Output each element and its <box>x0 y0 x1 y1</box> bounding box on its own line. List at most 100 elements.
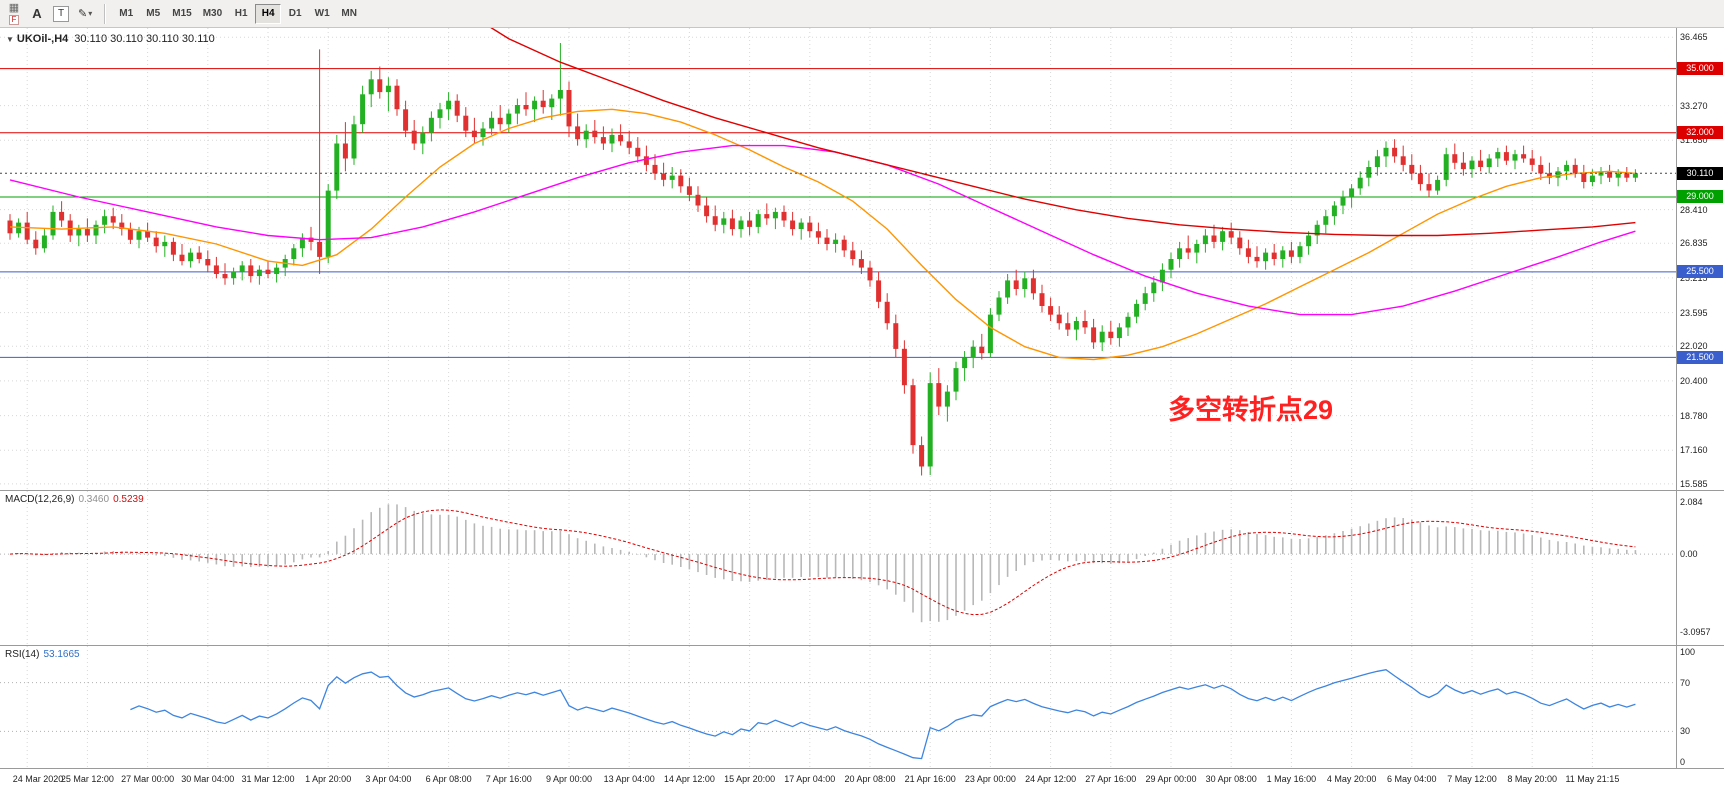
timeframe-button-m15[interactable]: M15 <box>167 4 196 24</box>
time-axis-label: 6 May 04:00 <box>1387 774 1437 784</box>
time-axis-label: 15 Apr 20:00 <box>724 774 776 784</box>
time-axis-label: 24 Mar 2020 <box>12 774 64 784</box>
symbol-period-label: UKOil-,H4 <box>16 33 69 45</box>
macd-value: 0.3460 <box>78 494 110 505</box>
timeframe-button-d1[interactable]: D1 <box>282 4 308 24</box>
time-axis-label: 1 May 16:00 <box>1266 774 1317 784</box>
time-axis-label: 27 Mar 00:00 <box>121 774 175 784</box>
time-axis-label: 13 Apr 04:00 <box>603 774 655 784</box>
time-axis-label: 31 Mar 12:00 <box>241 774 295 784</box>
ma-slow-red <box>490 28 1636 237</box>
macd-header: MACD(12,26,9) 0.3460 0.5239 <box>5 494 144 505</box>
price-axis-label: 18.780 <box>1680 410 1708 421</box>
rsi-pane[interactable] <box>0 646 1676 768</box>
rsi-title: RSI(14) <box>5 649 40 660</box>
time-axis-separator <box>0 768 1724 769</box>
current-price-badge: 30.110 <box>1677 166 1723 180</box>
ohlc-values: 30.110 30.110 30.110 30.110 <box>74 33 215 45</box>
toolbar-separator <box>104 3 106 24</box>
collapse-arrow-icon[interactable]: ▼ <box>6 35 14 44</box>
macd-signal-value: 0.5239 <box>113 494 144 505</box>
rsi-value: 53.1665 <box>43 649 80 660</box>
rsi-header: RSI(14) 53.1665 <box>5 649 80 660</box>
timeframe-group: M1 M5 M15 M30 H1 H4 D1 W1 MN <box>113 3 362 24</box>
time-axis-label: 1 Apr 20:00 <box>305 774 352 784</box>
time-axis-label: 30 Apr 08:00 <box>1205 774 1257 784</box>
rsi-line <box>130 669 1636 760</box>
price-axis-label: 23.595 <box>1680 307 1708 318</box>
pane-separator-macd[interactable] <box>0 490 1724 491</box>
time-axis-label: 7 May 12:00 <box>1447 774 1497 784</box>
rsi-scale-label: 30 <box>1680 726 1691 737</box>
vgrid-layer <box>26 28 1593 490</box>
time-axis-label: 4 May 20:00 <box>1326 774 1377 784</box>
macd-signal-line <box>9 509 1636 616</box>
time-axis-label: 24 Apr 12:00 <box>1025 774 1077 784</box>
chart-ohlc-readout: ▼ UKOil-,H4 30.110 30.110 30.110 30.110 <box>6 33 215 45</box>
ma-mid-magenta <box>9 144 1636 316</box>
draw-tool-button[interactable]: ✎ ▾ <box>74 3 96 25</box>
time-axis-label: 17 Apr 04:00 <box>784 774 836 784</box>
time-axis-label: 21 Apr 16:00 <box>904 774 956 784</box>
timeframe-button-h4[interactable]: H4 <box>255 3 282 24</box>
price-badge-29.000[interactable]: 29.000 <box>1677 190 1723 204</box>
rsi-scale-label: 100 <box>1680 647 1696 657</box>
price-pane[interactable] <box>0 28 1676 490</box>
time-axis-label: 29 Apr 00:00 <box>1145 774 1197 784</box>
time-axis-label: 7 Apr 16:00 <box>485 774 532 784</box>
time-axis-label: 9 Apr 00:00 <box>545 774 593 784</box>
toolbar: ▦ F A T ✎ ▾ M1 M5 M15 M30 H1 H4 D1 W1 MN <box>0 0 1724 28</box>
macd-pane[interactable] <box>0 491 1676 645</box>
price-axis-label: 31.650 <box>1680 135 1708 146</box>
price-badge-21.500[interactable]: 21.500 <box>1677 350 1723 364</box>
timeframe-button-mn[interactable]: MN <box>336 4 362 24</box>
time-axis-label: 8 May 20:00 <box>1507 774 1557 784</box>
hlines-layer <box>0 68 1676 358</box>
price-axis-label: 36.465 <box>1680 32 1708 43</box>
timeframe-button-h1[interactable]: H1 <box>228 4 254 24</box>
macd-scale-label: -3.0957 <box>1680 627 1711 638</box>
price-axis-label: 15.585 <box>1680 478 1708 489</box>
price-axis-label: 20.400 <box>1680 375 1708 386</box>
time-axis-label: 25 Mar 12:00 <box>60 774 114 784</box>
timeframe-button-m5[interactable]: M5 <box>140 4 166 24</box>
time-axis-label: 11 May 21:15 <box>1565 774 1620 784</box>
time-axis-label: 23 Apr 00:00 <box>964 774 1016 784</box>
timeframe-button-m1[interactable]: M1 <box>113 4 139 24</box>
time-axis-label: 27 Apr 16:00 <box>1085 774 1137 784</box>
price-axis-label: 17.160 <box>1680 445 1708 456</box>
time-axis-label: 3 Apr 04:00 <box>365 774 412 784</box>
rsi-scale-label: 70 <box>1680 677 1691 688</box>
time-axis-label: 20 Apr 08:00 <box>844 774 896 784</box>
price-axis-label: 22.020 <box>1680 341 1708 352</box>
chevron-down-icon: ▾ <box>88 9 93 18</box>
candles-layer <box>7 43 1638 476</box>
price-axis-label: 28.410 <box>1680 204 1708 215</box>
price-badge-32.000[interactable]: 32.000 <box>1677 126 1723 140</box>
hgrid-layer <box>0 36 1676 485</box>
price-axis-label: 26.835 <box>1680 238 1708 249</box>
timeframe-button-w1[interactable]: W1 <box>309 4 335 24</box>
price-axis-label: 33.270 <box>1680 100 1708 111</box>
time-axis-label: 14 Apr 12:00 <box>663 774 715 784</box>
charts-grid-icon[interactable]: ▦ <box>8 1 20 14</box>
text-tool-button[interactable]: T <box>53 5 69 22</box>
rsi-scale-label: 0 <box>1680 757 1686 767</box>
macd-scale-label: 2.084 <box>1680 496 1703 507</box>
chart-annotation: 多空转折点29 <box>1168 395 1334 425</box>
pane-separator-rsi[interactable] <box>0 645 1724 646</box>
macd-scale-label: 0.00 <box>1680 549 1698 560</box>
macd-title: MACD(12,26,9) <box>5 494 75 505</box>
vgrid-layer <box>26 646 1593 768</box>
price-badge-25.500[interactable]: 25.500 <box>1677 265 1723 279</box>
pencil-icon: ✎ <box>78 8 88 20</box>
price-axis-separator <box>1676 28 1677 768</box>
font-tool-button[interactable]: A <box>26 3 48 25</box>
toolbar-left-stack: ▦ F <box>4 1 24 25</box>
time-axis-label: 30 Mar 04:00 <box>181 774 235 784</box>
chart-f-badge[interactable]: F <box>8 14 20 25</box>
ma-fast-orange <box>9 108 1636 361</box>
price-badge-35.000[interactable]: 35.000 <box>1677 62 1723 76</box>
timeframe-button-m30[interactable]: M30 <box>198 4 227 24</box>
macd-histogram <box>17 504 1637 623</box>
